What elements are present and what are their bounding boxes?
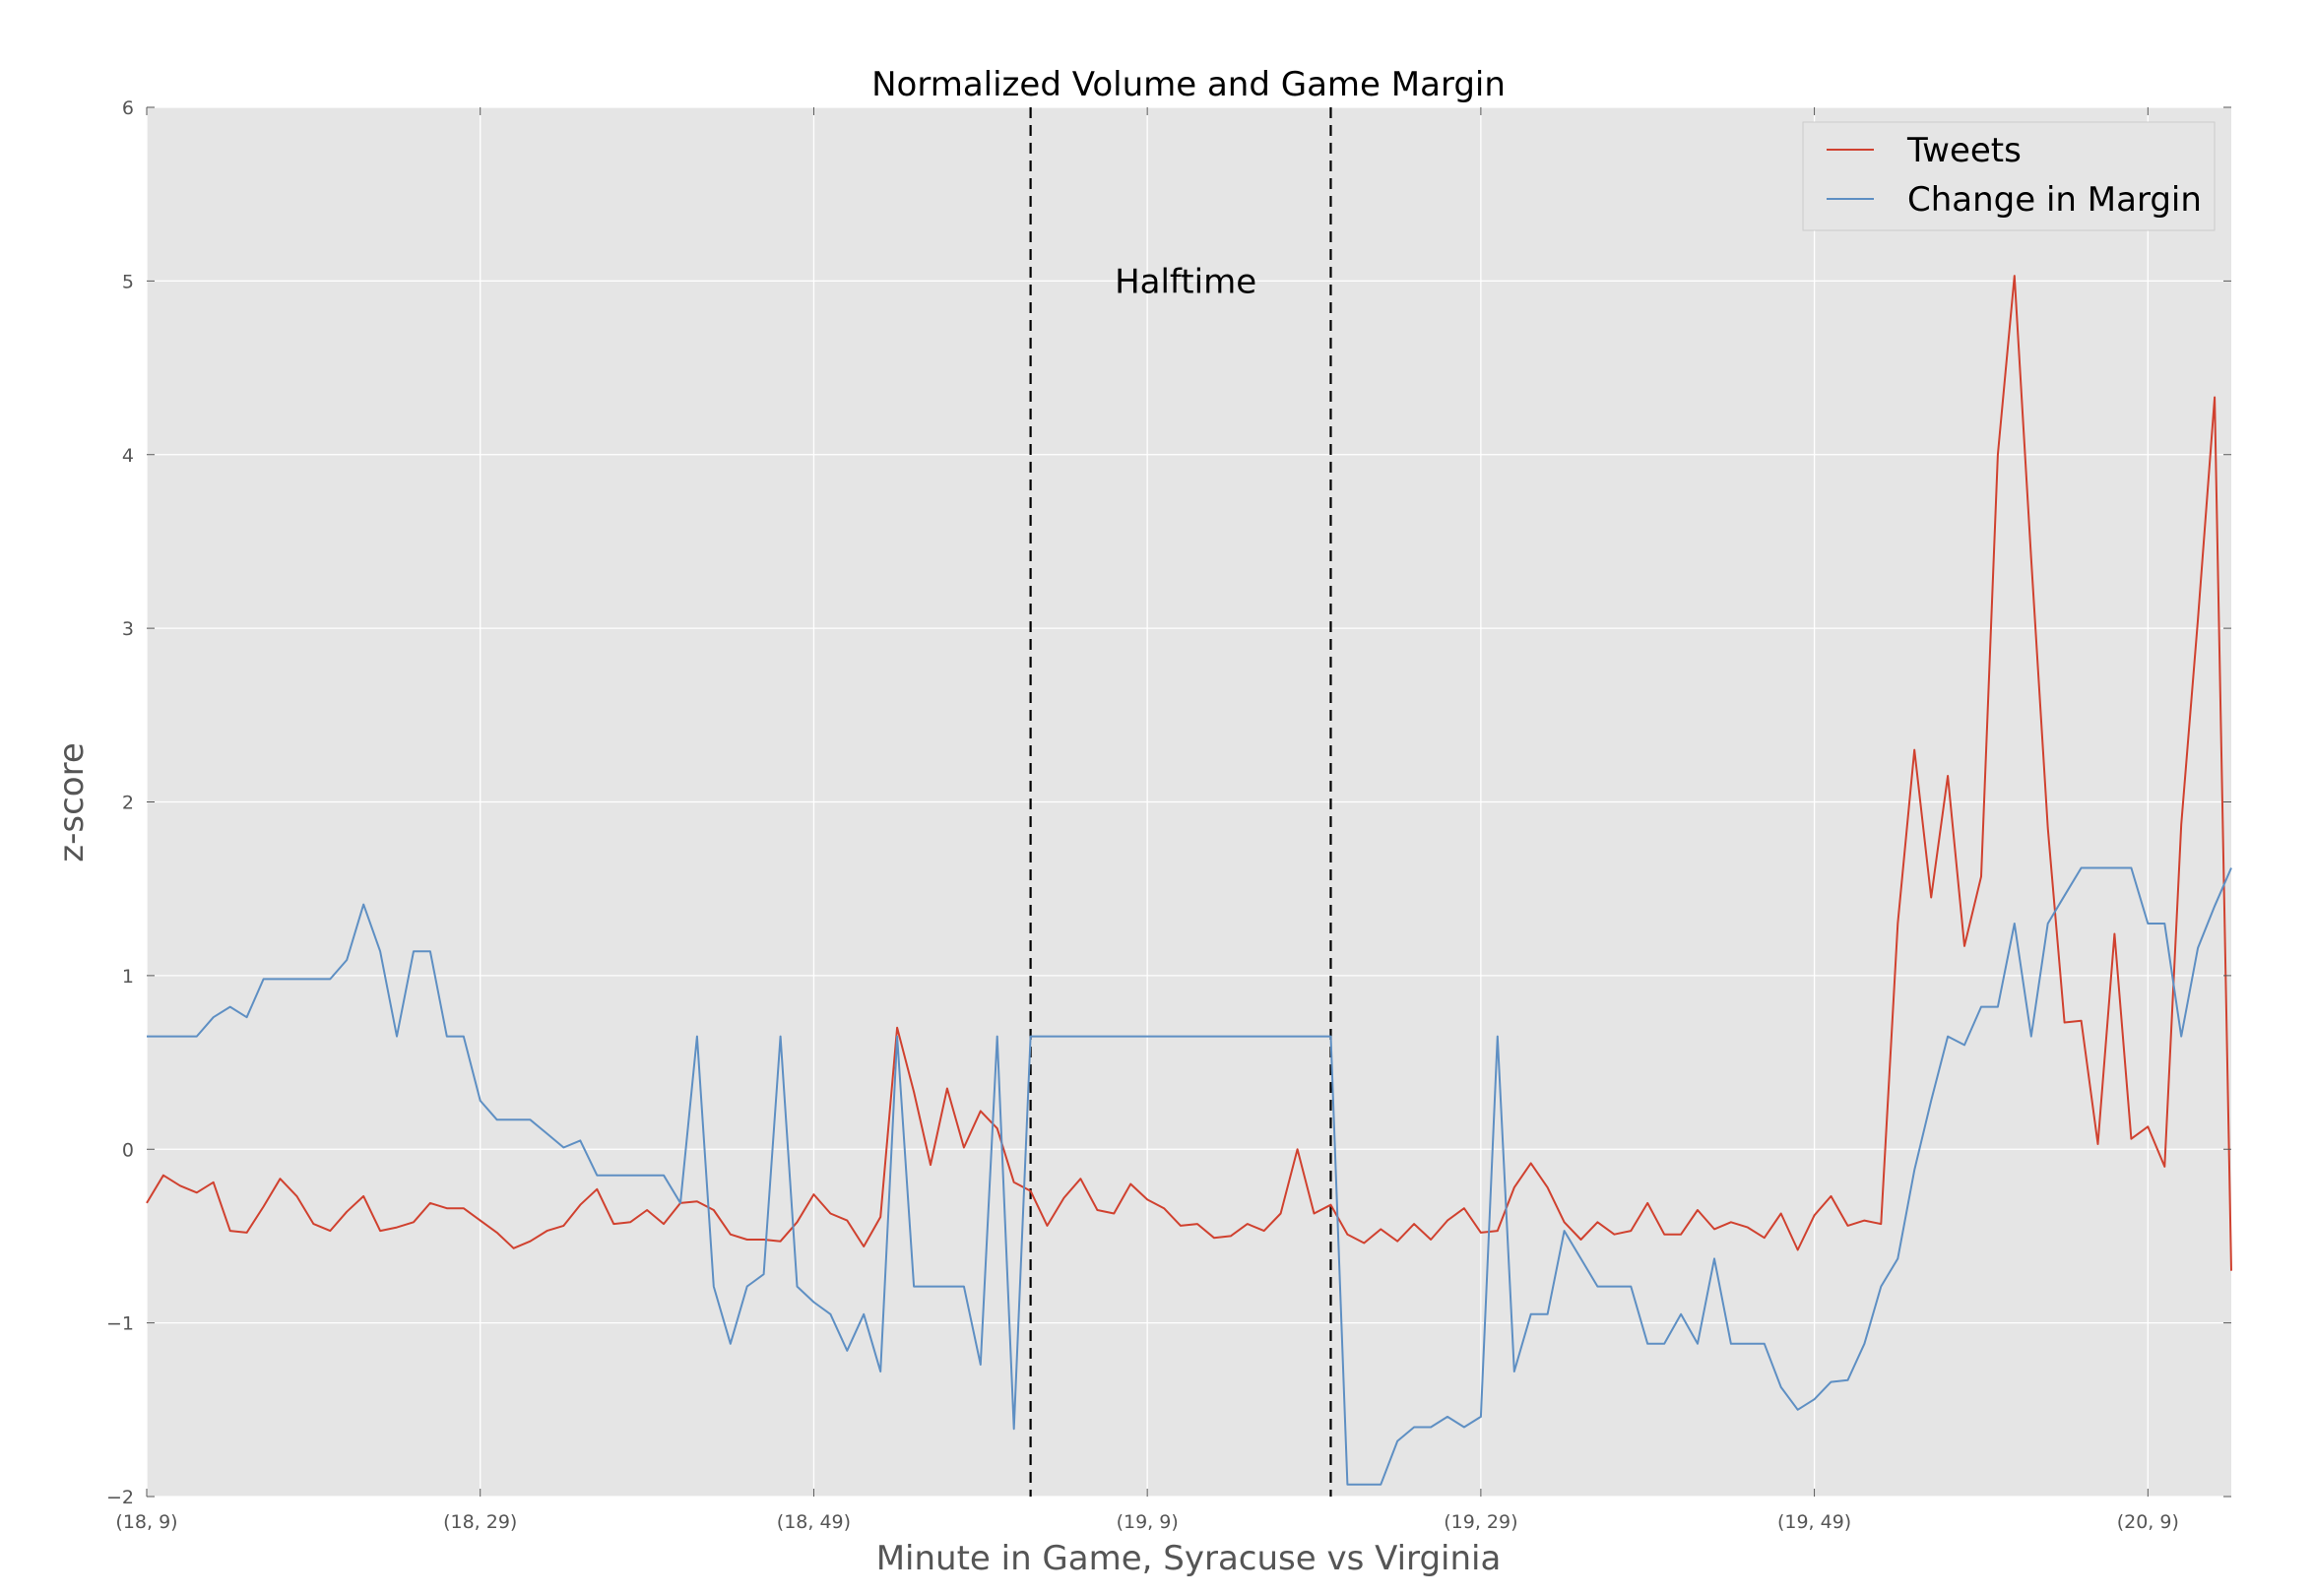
y-tick-label: 1 — [122, 966, 134, 988]
series-line-change-in-margin — [147, 866, 2232, 1486]
y-tick-label: 3 — [122, 618, 134, 640]
series-line-tweets — [146, 275, 2232, 1271]
y-tick-label: −2 — [106, 1487, 134, 1508]
legend-label-tweets: Tweets — [1906, 131, 2022, 170]
x-tick-label: (19, 49) — [1777, 1511, 1851, 1533]
y-tick-label: 6 — [122, 97, 134, 119]
x-tick-label: (18, 49) — [777, 1511, 851, 1533]
axis-ticks: −2 −1 0 1 2 3 4 5 6 (18, 9) (18, 29) (18, 49) (19, 9… — [106, 97, 2231, 1533]
y-tick-label: 2 — [122, 793, 134, 814]
y-tick-label: −1 — [106, 1313, 134, 1335]
halftime-markers — [1029, 107, 1332, 1497]
legend: Tweets Change in Margin — [1802, 121, 2216, 231]
y-tick-label: 5 — [122, 271, 134, 292]
x-tick-label: (20, 9) — [2117, 1511, 2179, 1533]
y-axis-label: z-score — [52, 742, 92, 862]
x-tick-label: (19, 9) — [1117, 1511, 1179, 1533]
halftime-annotation: Halftime — [1115, 262, 1256, 301]
y-tick-label: 4 — [122, 445, 134, 467]
x-tick-label: (18, 9) — [115, 1511, 177, 1533]
legend-box — [1802, 121, 2216, 231]
y-tick-label: 0 — [122, 1139, 134, 1161]
series-lines — [146, 275, 2232, 1486]
x-tick-label: (19, 29) — [1444, 1511, 1517, 1533]
x-axis-label: Minute in Game, Syracuse vs Virginia — [876, 1539, 1502, 1578]
chart-title: Normalized Volume and Game Margin — [871, 65, 1506, 104]
x-tick-label: (18, 29) — [443, 1511, 517, 1533]
legend-label-change-in-margin: Change in Margin — [1907, 180, 2202, 220]
